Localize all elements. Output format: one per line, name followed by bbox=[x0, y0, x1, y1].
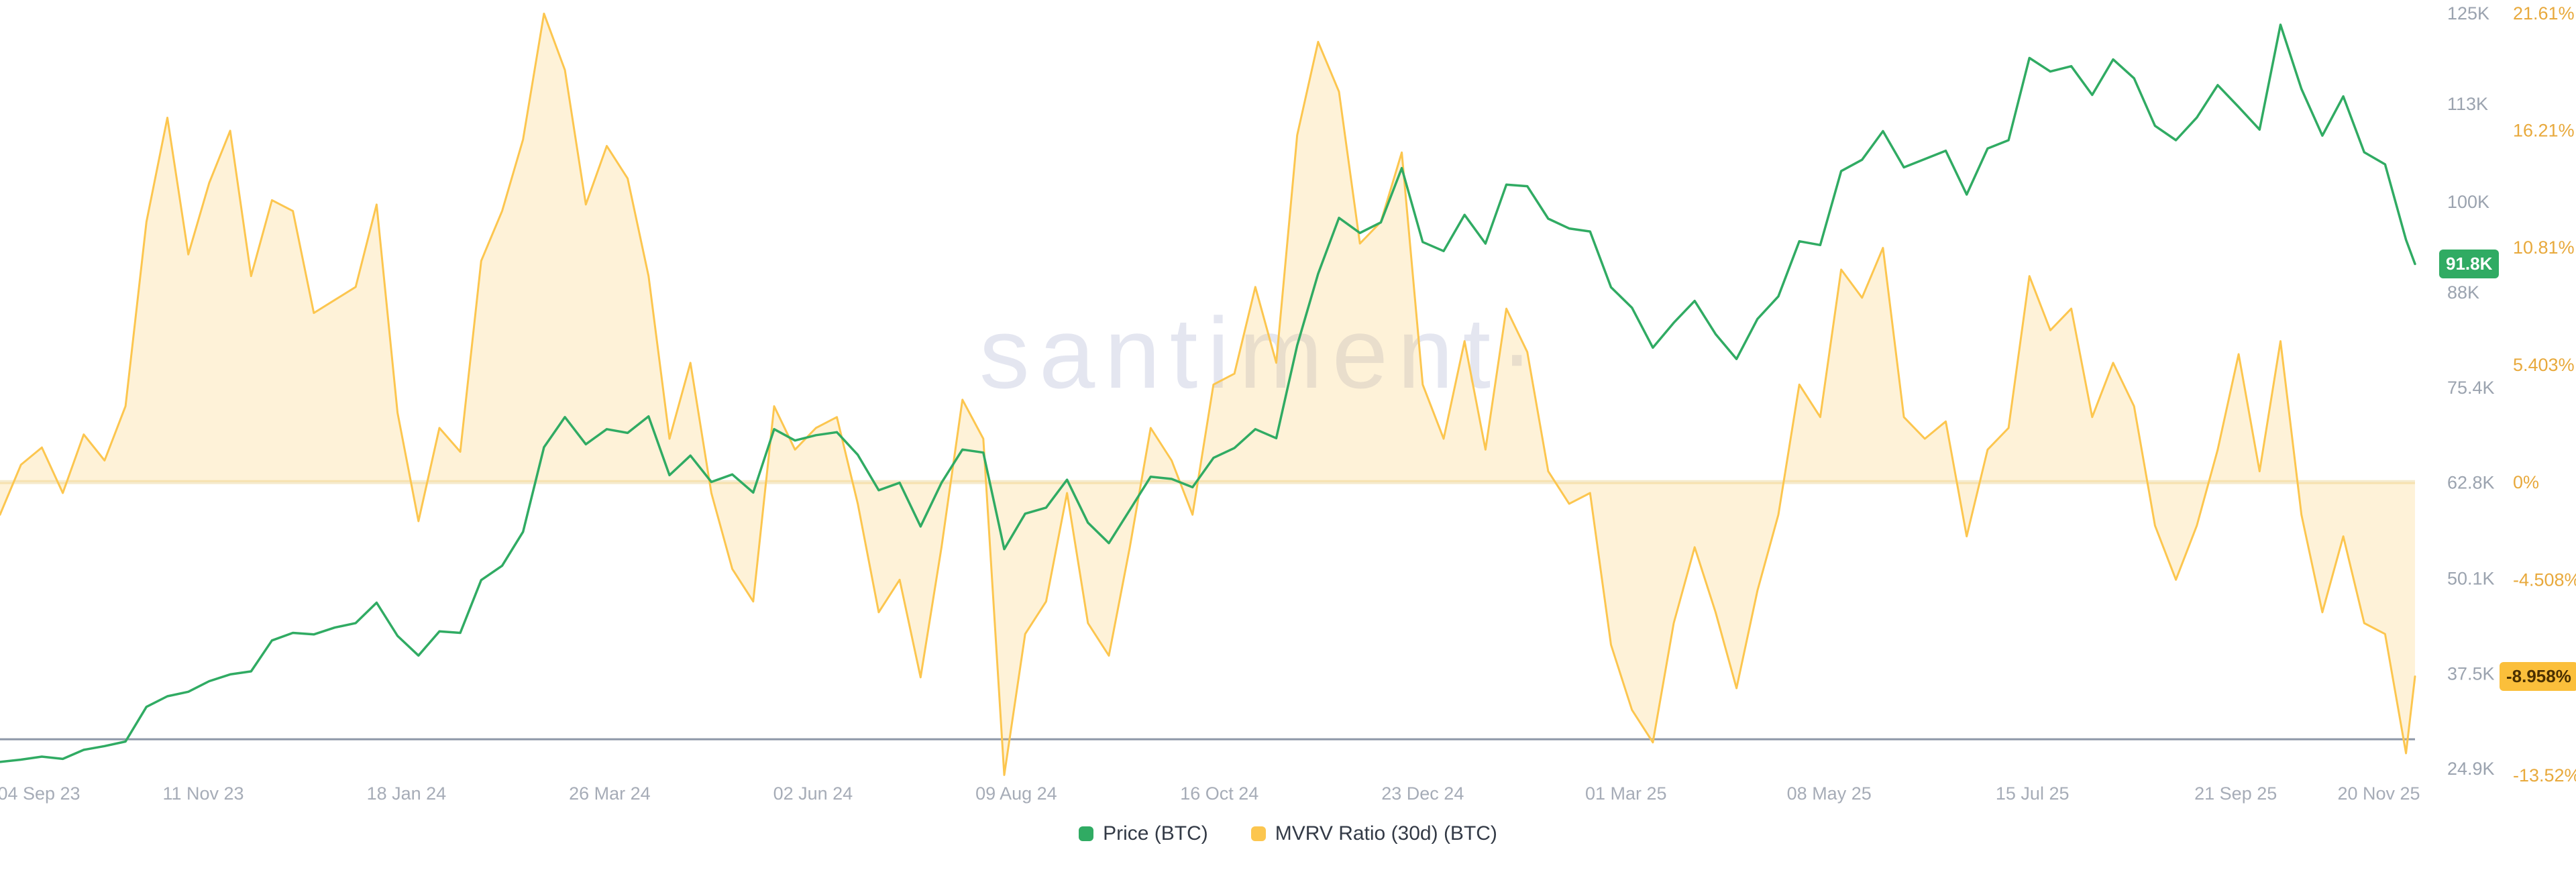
x-axis-label: 20 Nov 25 bbox=[2337, 783, 2420, 804]
price-axis-label: 62.8K bbox=[2447, 473, 2495, 493]
price-axis-label: 75.4K bbox=[2447, 378, 2495, 398]
price-axis-label: 100K bbox=[2447, 192, 2489, 212]
price-current-badge: 91.8K bbox=[2439, 250, 2500, 279]
price-axis-label: 113K bbox=[2447, 94, 2488, 114]
percent-axis-label: 21.61% bbox=[2513, 3, 2575, 23]
price-line[interactable] bbox=[0, 23, 2416, 763]
x-axis-label: 23 Dec 24 bbox=[1381, 783, 1464, 804]
price-axis-label: 50.1K bbox=[2447, 569, 2495, 589]
x-axis-label: 08 May 25 bbox=[1787, 783, 1872, 804]
x-axis-label: 02 Jun 24 bbox=[773, 783, 853, 804]
price-series-swatch bbox=[1079, 826, 1094, 841]
mvrv-line[interactable] bbox=[0, 12, 2416, 776]
mvrv-series-swatch bbox=[1250, 826, 1266, 841]
x-axis-label: 01 Mar 25 bbox=[1585, 783, 1667, 804]
percent-axis-label: 0% bbox=[2513, 472, 2539, 492]
x-axis-label: 11 Nov 23 bbox=[162, 783, 244, 804]
santiment-watermark: santiment· bbox=[979, 296, 1544, 409]
legend-item-mvrv[interactable]: MVRV Ratio (30d) (BTC) bbox=[1250, 822, 1497, 845]
x-axis-label: 18 Jan 24 bbox=[367, 783, 447, 804]
price-axis-label: 37.5K bbox=[2447, 663, 2495, 684]
x-axis-label: 21 Sep 25 bbox=[2194, 783, 2277, 804]
x-axis-label: 16 Oct 24 bbox=[1180, 783, 1258, 804]
percent-axis-label: 10.81% bbox=[2513, 237, 2575, 258]
price-axis-label: 88K bbox=[2447, 282, 2479, 303]
legend-label-price: Price (BTC) bbox=[1103, 822, 1208, 844]
price-axis-label: 24.9K bbox=[2447, 759, 2495, 779]
mvrv-area bbox=[0, 13, 2415, 775]
percent-axis-label: -4.508% bbox=[2513, 570, 2576, 590]
x-axis-label: 09 Aug 24 bbox=[975, 783, 1057, 804]
x-axis-label: 26 Mar 24 bbox=[569, 783, 651, 804]
price-axis-label: 125K bbox=[2447, 3, 2489, 23]
mvrv-current-badge: -8.958% bbox=[2500, 662, 2576, 692]
x-axis-label: 15 Jul 25 bbox=[1996, 783, 2070, 804]
legend: Price (BTC) MVRV Ratio (30d) (BTC) bbox=[0, 822, 2576, 845]
legend-item-price[interactable]: Price (BTC) bbox=[1079, 822, 1208, 845]
x-axis-label: 04 Sep 23 bbox=[0, 783, 80, 804]
percent-axis-label: 5.403% bbox=[2513, 355, 2575, 375]
legend-label-mvrv: MVRV Ratio (30d) (BTC) bbox=[1275, 822, 1497, 844]
percent-axis-label: -13.52% bbox=[2513, 765, 2576, 785]
percent-axis-label: 16.21% bbox=[2513, 121, 2575, 141]
